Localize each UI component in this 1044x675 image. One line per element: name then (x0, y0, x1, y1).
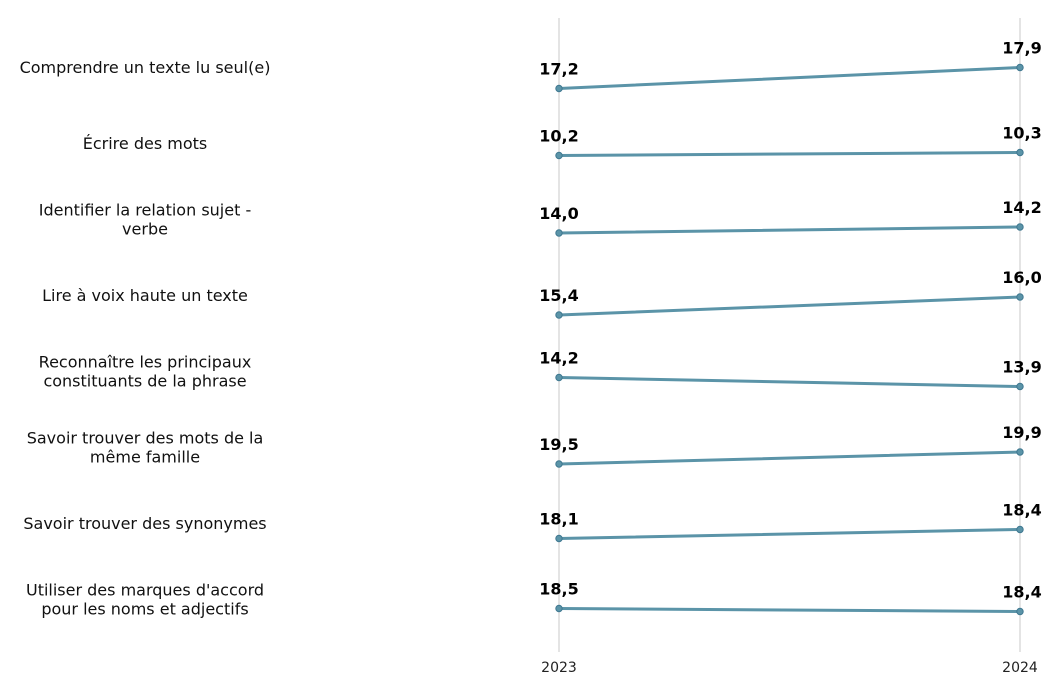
series-line (557, 225, 1022, 235)
data-point-2023 (555, 534, 563, 543)
value-label-2024: 16,0 (1002, 268, 1041, 287)
data-point-2024 (1016, 223, 1024, 231)
data-point-2023 (555, 460, 563, 468)
series-line (557, 528, 1022, 540)
data-point-2023 (555, 373, 563, 382)
row-label-line: Savoir trouver des mots de la (27, 429, 264, 448)
row-label-line: Reconnaître les principaux (39, 353, 252, 372)
value-label-2023: 19,5 (539, 435, 578, 454)
data-point-2024 (1016, 525, 1024, 534)
row-label-line: Lire à voix haute un texte (42, 286, 248, 305)
value-label-2024: 13,9 (1002, 358, 1041, 377)
row-4: Lire à voix haute un texte 15,4 16,0 (42, 268, 1042, 319)
row-5: Reconnaître les principaux constituants d… (39, 349, 1042, 391)
series-line (557, 376, 1022, 388)
value-label-2024: 18,4 (1002, 583, 1041, 602)
rows-layer: Comprendre un texte lu seul(e) 17,2 17,9 Éc… (20, 39, 1042, 619)
row-label: Utiliser des marques d'accord pour les no… (26, 581, 264, 619)
row-label-line: verbe (122, 220, 168, 239)
value-label-2023: 18,5 (539, 580, 578, 599)
value-label-2023: 17,2 (539, 60, 578, 79)
data-point-2023 (555, 151, 563, 160)
row-label: Reconnaître les principaux constituants d… (39, 353, 252, 391)
data-point-2024 (1016, 293, 1024, 301)
value-label-2024: 10,3 (1002, 124, 1041, 143)
series-line (557, 450, 1022, 466)
data-point-2023 (555, 604, 563, 613)
value-label-2023: 14,2 (539, 349, 578, 368)
row-2: Écrire des mots 10,2 10,3 (83, 124, 1042, 160)
value-label-2023: 18,1 (539, 510, 578, 529)
row-label-line: Écrire des mots (83, 134, 208, 153)
series-line (557, 66, 1022, 90)
grid-layer (558, 18, 1021, 652)
value-label-2024: 18,4 (1002, 501, 1041, 520)
value-label-2023: 14,0 (539, 204, 578, 223)
value-label-2023: 10,2 (539, 127, 578, 146)
value-label-2024: 14,2 (1002, 198, 1041, 217)
row-label-line: Savoir trouver des synonymes (23, 514, 266, 533)
row-8: Utiliser des marques d'accord pour les no… (26, 580, 1042, 619)
x-axis: 2023 2024 (541, 660, 1038, 675)
x-tick-label-2023: 2023 (541, 660, 577, 675)
row-label: Savoir trouver des mots de la même famill… (27, 429, 264, 467)
row-1: Comprendre un texte lu seul(e) 17,2 17,9 (20, 39, 1042, 93)
value-label-2024: 17,9 (1002, 39, 1041, 58)
x-tick-label-2024: 2024 (1002, 660, 1038, 675)
data-point-2024 (1016, 448, 1024, 456)
value-label-2023: 15,4 (539, 286, 578, 305)
data-point-2023 (555, 311, 563, 319)
row-label-line: constituants de la phrase (43, 372, 246, 391)
row-6: Savoir trouver des mots de la même famill… (27, 423, 1042, 468)
row-3: Identifier la relation sujet -verbe 14,0 1… (39, 198, 1042, 239)
data-point-2024 (1016, 382, 1024, 391)
series-line (557, 295, 1022, 317)
row-label-line: Identifier la relation sujet - (39, 201, 251, 220)
row-label: Savoir trouver des synonymes (23, 514, 266, 533)
data-point-2024 (1016, 63, 1024, 72)
row-7: Savoir trouver des synonymes 18,1 18,4 (23, 501, 1042, 543)
row-label-line: Utiliser des marques d'accord (26, 581, 264, 600)
row-label-line: pour les noms et adjectifs (41, 600, 248, 619)
data-point-2024 (1016, 148, 1024, 157)
series-line (557, 607, 1022, 613)
row-label-line: même famille (90, 448, 200, 467)
value-label-2024: 19,9 (1002, 423, 1041, 442)
row-label: Identifier la relation sujet -verbe (39, 201, 251, 239)
row-label: Comprendre un texte lu seul(e) (20, 58, 271, 77)
row-label: Lire à voix haute un texte (42, 286, 248, 305)
data-point-2023 (555, 229, 563, 237)
row-label-line: Comprendre un texte lu seul(e) (20, 58, 271, 77)
data-point-2023 (555, 84, 563, 93)
data-point-2024 (1016, 607, 1024, 616)
row-label: Écrire des mots (83, 134, 208, 153)
series-line (557, 151, 1022, 157)
